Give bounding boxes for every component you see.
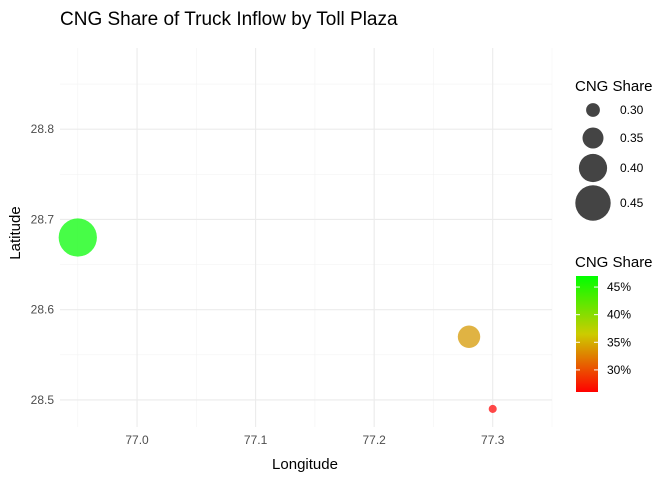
- chart-title: CNG Share of Truck Inflow by Toll Plaza: [60, 9, 398, 30]
- data-points: [58, 218, 497, 413]
- data-point: [58, 218, 97, 257]
- axis-ticks: 77.0 77.1 77.2 77.3 28.5 28.6 28.7 28.8: [31, 122, 505, 447]
- y-tick-label: 28.5: [31, 393, 55, 407]
- y-axis-title: Latitude: [7, 206, 24, 259]
- data-point: [488, 404, 497, 413]
- size-legend-key: [582, 127, 604, 149]
- colorbar-label: 40%: [607, 308, 631, 322]
- colorbar-label: 45%: [607, 280, 631, 294]
- plot-grid: [60, 48, 553, 427]
- size-legend: CNG Share 0.30 0.35 0.40 0.45: [575, 78, 653, 221]
- x-tick-label: 77.3: [481, 433, 505, 447]
- y-tick-label: 28.7: [31, 212, 55, 226]
- colorbar-label: 35%: [607, 335, 631, 349]
- x-axis-title: Longitude: [272, 456, 338, 473]
- size-legend-title: CNG Share: [575, 78, 653, 95]
- data-point: [457, 325, 481, 348]
- x-tick-label: 77.1: [244, 433, 268, 447]
- y-tick-label: 28.6: [31, 303, 55, 317]
- colorbar: [576, 276, 598, 392]
- x-tick-label: 77.0: [125, 433, 149, 447]
- size-legend-label: 0.45: [620, 196, 644, 210]
- color-legend: CNG Share 30% 35% 40% 45%: [575, 254, 653, 392]
- color-legend-title: CNG Share: [575, 254, 653, 271]
- x-tick-label: 77.2: [362, 433, 386, 447]
- y-tick-label: 28.8: [31, 122, 55, 136]
- size-legend-label: 0.40: [620, 161, 644, 175]
- size-legend-key: [578, 153, 608, 183]
- size-legend-key: [586, 103, 600, 117]
- size-legend-label: 0.35: [620, 131, 644, 145]
- colorbar-label: 30%: [607, 363, 631, 377]
- size-legend-key: [575, 185, 611, 221]
- size-legend-label: 0.30: [620, 103, 644, 117]
